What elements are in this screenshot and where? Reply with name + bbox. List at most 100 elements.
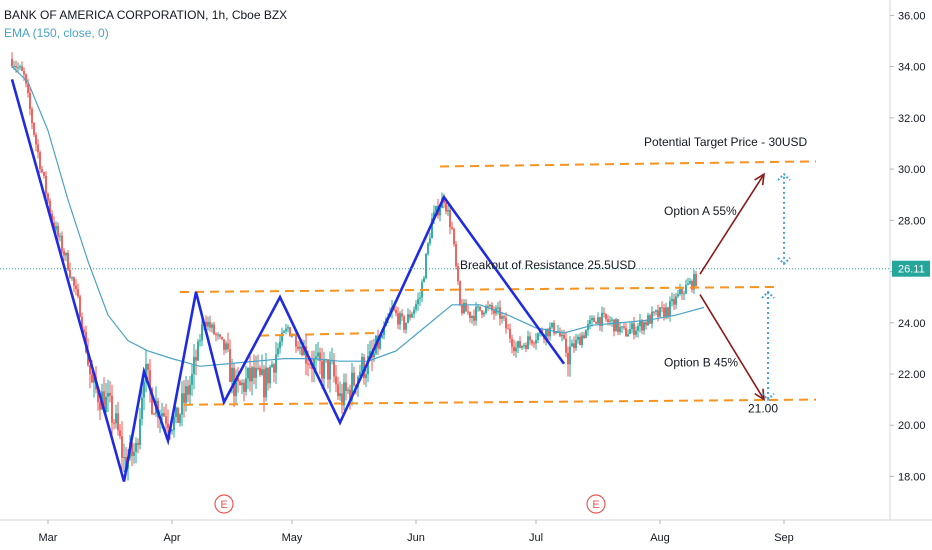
candle-body: [445, 202, 447, 212]
candle-body: [551, 322, 553, 328]
candle-body: [585, 330, 587, 338]
candle-body: [361, 357, 363, 372]
candle-body: [133, 451, 135, 456]
candle-body: [183, 393, 185, 403]
level-line: [439, 160, 817, 168]
candle-body: [553, 322, 555, 334]
candle-body: [149, 370, 151, 389]
candle-body: [611, 319, 613, 321]
candle-body: [451, 227, 453, 229]
candle-body: [121, 436, 123, 458]
candle-body: [353, 372, 355, 386]
y-tick-label: 22.00: [898, 369, 926, 381]
candle-body: [329, 361, 331, 380]
candle-body: [99, 402, 101, 410]
candle-body: [175, 407, 177, 417]
candle-body: [565, 338, 567, 353]
candle-body: [573, 343, 575, 349]
candle-body: [591, 317, 593, 321]
candle-body: [25, 74, 27, 84]
candle-body: [513, 346, 515, 352]
candle-body: [153, 413, 155, 415]
candle-body: [11, 58, 13, 67]
candle-body: [575, 339, 577, 349]
candle-body: [507, 328, 509, 330]
candle-body: [191, 374, 193, 385]
candle-body: [639, 320, 641, 327]
candle-body: [677, 294, 679, 297]
candle-body: [97, 389, 99, 403]
candle-body: [605, 313, 607, 320]
candle-body: [471, 315, 473, 318]
candle-body: [307, 363, 309, 365]
candle-body: [449, 210, 451, 228]
candle-body: [555, 332, 557, 334]
earnings-marker: [214, 494, 234, 514]
candle-body: [395, 309, 397, 314]
candle-body: [481, 310, 483, 315]
candle-body: [115, 413, 117, 424]
candle-body: [429, 238, 431, 244]
candle-body: [419, 297, 421, 299]
candle-body: [165, 416, 167, 424]
chart-legend: BANK OF AMERICA CORPORATION, 1h, Cboe BZ…: [4, 6, 287, 42]
candle-body: [29, 92, 31, 110]
candle-body: [365, 374, 367, 378]
candle-body: [125, 457, 127, 469]
candle-body: [299, 346, 301, 349]
candle-body: [427, 243, 429, 254]
x-tick-label: Sep: [774, 532, 794, 544]
x-tick-label: Aug: [650, 532, 670, 544]
projection-range-head: [777, 172, 791, 181]
candle-body: [537, 333, 539, 341]
candle-body: [201, 324, 203, 341]
candle-body: [69, 269, 71, 278]
candle-body: [577, 336, 579, 340]
candle-body: [91, 374, 93, 383]
candle-body: [609, 320, 611, 322]
candle-body: [243, 382, 245, 392]
y-tick-label: 34.00: [898, 62, 926, 74]
last-price-tag: [892, 260, 930, 277]
candle-body: [667, 307, 669, 316]
candle-body: [413, 309, 415, 314]
candle-body: [623, 326, 625, 328]
candle-body: [567, 352, 569, 365]
x-tick-label: Apr: [163, 532, 180, 544]
candle-body: [67, 252, 69, 270]
candle-body: [485, 306, 487, 313]
candle-body: [275, 354, 277, 373]
candle-body: [477, 306, 479, 308]
last-price-label: 26.11: [898, 264, 925, 276]
candle-body: [379, 337, 381, 349]
candle-body: [431, 218, 433, 239]
candle-body: [71, 277, 73, 279]
candle-body: [313, 358, 315, 369]
candle-body: [93, 376, 95, 383]
candle-body: [673, 298, 675, 305]
candle-body: [327, 359, 329, 380]
x-tick-label: Mar: [39, 532, 58, 544]
candle-body: [237, 377, 239, 382]
level-line: [183, 398, 817, 406]
candle-body: [55, 225, 57, 230]
candle-body: [509, 328, 511, 339]
candle-body: [89, 365, 91, 375]
candle-body: [107, 392, 109, 397]
candle-body: [15, 66, 17, 68]
candle-body: [443, 198, 445, 203]
candle-body: [319, 352, 321, 362]
candle-body: [399, 313, 401, 325]
candle-body: [47, 193, 49, 201]
y-tick-label: 28.00: [898, 215, 926, 227]
candle-body: [173, 416, 175, 431]
candle-body: [239, 381, 241, 386]
candle-body: [661, 307, 663, 309]
candle-body: [425, 253, 427, 278]
candle-body: [231, 367, 233, 382]
candle-body: [163, 413, 165, 417]
candle-body: [177, 407, 179, 423]
candle-body: [599, 317, 601, 326]
candle-body: [625, 327, 627, 337]
